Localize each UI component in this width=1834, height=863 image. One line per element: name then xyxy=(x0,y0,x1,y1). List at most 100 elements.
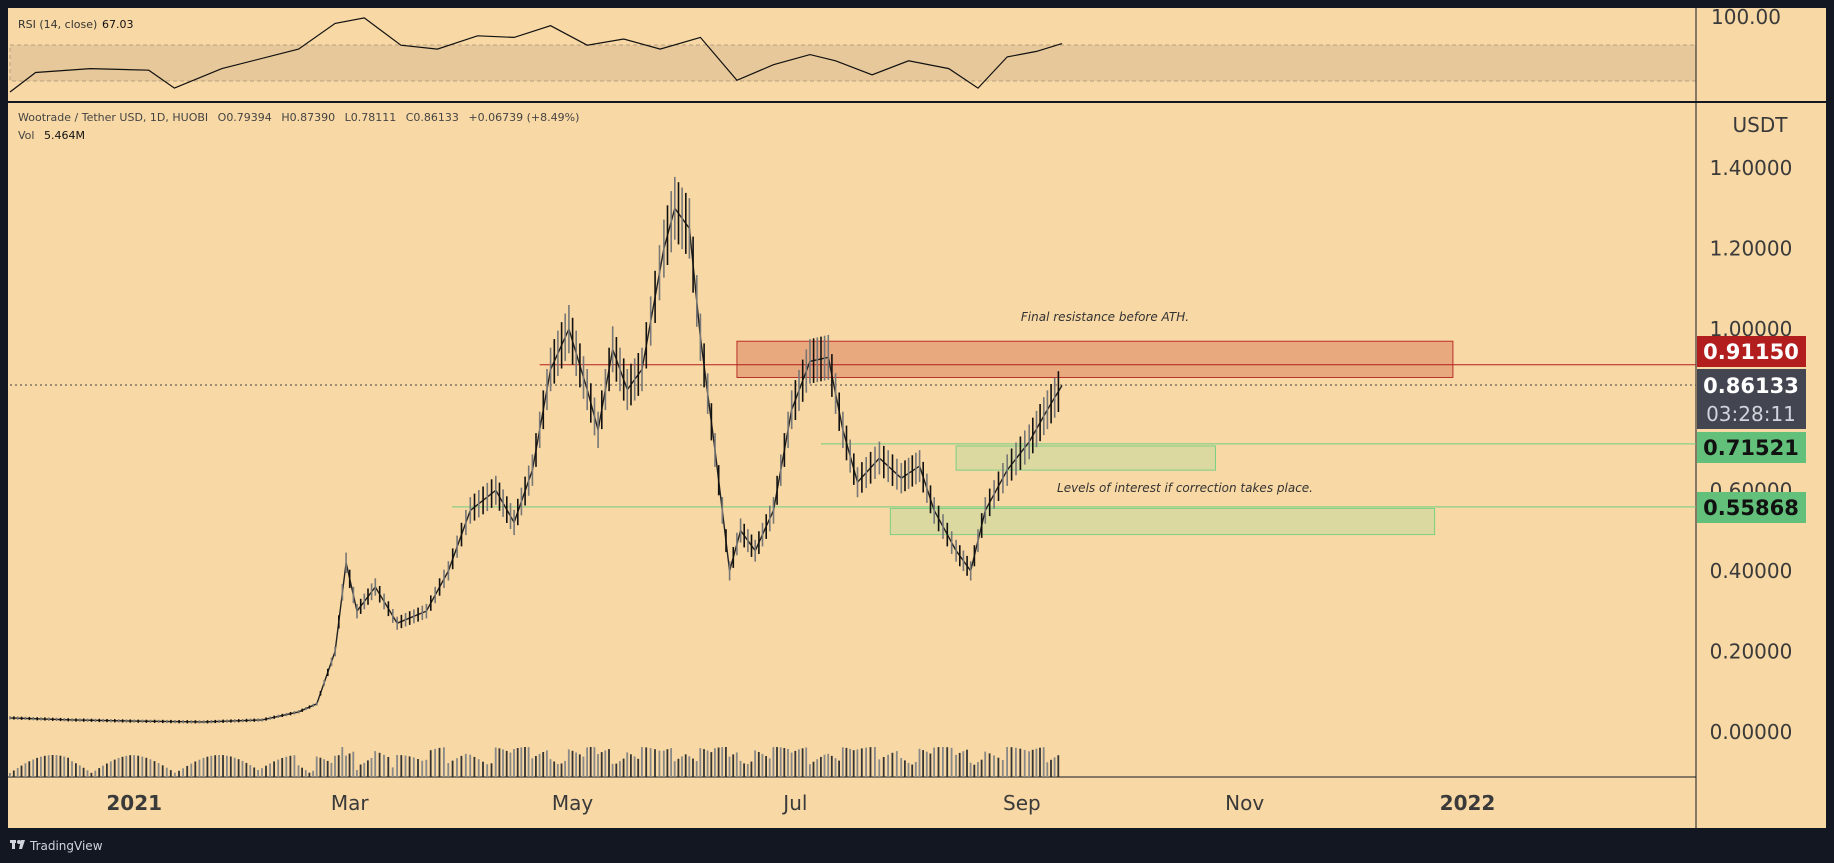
time-axis[interactable]: 2021 Mar May Jul Sep Nov 2022 xyxy=(106,791,1495,815)
volume-bar xyxy=(925,751,928,777)
volume-bar xyxy=(556,764,559,777)
vol-value: 5.464M xyxy=(44,129,85,142)
volume-bar xyxy=(717,747,720,777)
volume-bar xyxy=(798,749,800,777)
volume-bar xyxy=(732,754,735,777)
volume-bar xyxy=(319,757,322,777)
volume-bar xyxy=(400,755,403,777)
volume-bar xyxy=(352,751,355,777)
volume-bar xyxy=(852,750,855,777)
volume-bar xyxy=(396,755,398,777)
volume-bar xyxy=(816,759,819,777)
symbol-legend[interactable]: Wootrade / Tether USD, 1D, HUOBI O0.7939… xyxy=(18,111,579,142)
volume-bar xyxy=(728,756,731,777)
volume-bar xyxy=(869,747,872,777)
volume-bar xyxy=(575,752,577,777)
volume-bar xyxy=(190,763,193,777)
high-value: 0.87390 xyxy=(290,111,336,124)
volume-bar xyxy=(794,750,797,777)
volume-bar xyxy=(560,763,563,777)
volume-bar xyxy=(226,755,228,777)
support-2-zone[interactable] xyxy=(889,507,1436,536)
volume-bar xyxy=(16,768,19,777)
volume-bar xyxy=(312,770,314,777)
volume-bar xyxy=(182,768,184,777)
resistance-zone[interactable] xyxy=(736,340,1454,378)
volume-bar xyxy=(451,760,454,777)
rsi-band xyxy=(9,44,1697,82)
volume-bar xyxy=(827,753,830,777)
volume-bar xyxy=(237,759,240,777)
volume-bar xyxy=(315,756,318,777)
price-tick-label: 0.20000 xyxy=(1710,639,1793,663)
volume-bar xyxy=(776,747,778,777)
volume-bar xyxy=(714,748,716,777)
volume-bar xyxy=(790,752,793,777)
resistance-annotation[interactable]: Final resistance before ATH. xyxy=(1021,310,1189,324)
volume-bar xyxy=(178,770,180,777)
volume-bar xyxy=(473,756,476,777)
support-annotation[interactable]: Levels of interest if correction takes p… xyxy=(1057,481,1313,495)
volume-bar xyxy=(988,753,991,777)
currency-label[interactable]: USDT xyxy=(1733,113,1789,137)
volume-bar xyxy=(434,748,436,777)
last-price-badge xyxy=(1697,369,1806,429)
volume-bar xyxy=(145,757,148,777)
volume-bar xyxy=(962,751,965,777)
volume-bar xyxy=(323,759,325,777)
volume-bar xyxy=(63,756,66,777)
volume-bar xyxy=(849,748,851,777)
volume-bar xyxy=(856,749,859,777)
price-tick-label: 1.40000 xyxy=(1710,156,1793,180)
support-1-zone[interactable] xyxy=(955,445,1216,471)
volume-bar xyxy=(98,768,101,777)
volume-bar xyxy=(330,762,333,777)
volume-bar xyxy=(721,747,724,777)
volume-bar xyxy=(783,748,786,777)
volume-series xyxy=(9,176,1060,777)
volume-bar xyxy=(1031,749,1034,777)
volume-bar xyxy=(823,754,826,777)
volume-bar xyxy=(509,752,512,777)
volume-bar xyxy=(578,754,581,777)
volume-bar xyxy=(408,756,411,777)
volume-bar xyxy=(805,747,808,777)
volume-bar xyxy=(334,755,336,777)
symbol-title: Wootrade / Tether USD, 1D, HUOBI xyxy=(18,111,208,124)
volume-bar xyxy=(684,754,687,777)
volume-bar xyxy=(571,750,574,777)
volume-bar xyxy=(597,754,599,777)
volume-bar xyxy=(513,749,515,777)
volume-bar xyxy=(348,753,351,777)
volume-bar xyxy=(567,749,570,777)
volume-bar xyxy=(78,765,81,777)
volume-bar xyxy=(281,758,284,777)
tradingview-logo-icon xyxy=(10,840,25,849)
brand-name: TradingView xyxy=(29,839,103,853)
volume-bar xyxy=(681,756,683,777)
volume-bar xyxy=(666,749,669,777)
tradingview-logo[interactable]: TradingView xyxy=(10,839,103,853)
volume-bar xyxy=(622,758,625,777)
rsi-pane[interactable]: RSI (14, close) 67.03 100.00 xyxy=(9,5,1781,93)
volume-bar xyxy=(779,747,782,777)
volume-bar xyxy=(109,761,112,777)
volume-bar xyxy=(955,754,957,777)
volume-bar xyxy=(370,758,373,777)
volume-bar xyxy=(194,761,197,777)
volume-bar xyxy=(918,748,921,777)
volume-bar xyxy=(141,756,144,777)
volume-bar xyxy=(703,749,705,777)
volume-bar xyxy=(297,765,300,777)
time-tick-label: Jul xyxy=(781,791,807,815)
volume-bar xyxy=(40,756,42,777)
volume-bar xyxy=(950,747,953,777)
volume-bar xyxy=(36,757,38,777)
volume-bar xyxy=(359,764,362,777)
volume-bar xyxy=(699,748,702,777)
volume-bar xyxy=(86,770,89,777)
volume-bar xyxy=(750,761,753,777)
volume-bar xyxy=(958,752,961,777)
volume-bar xyxy=(460,755,463,777)
